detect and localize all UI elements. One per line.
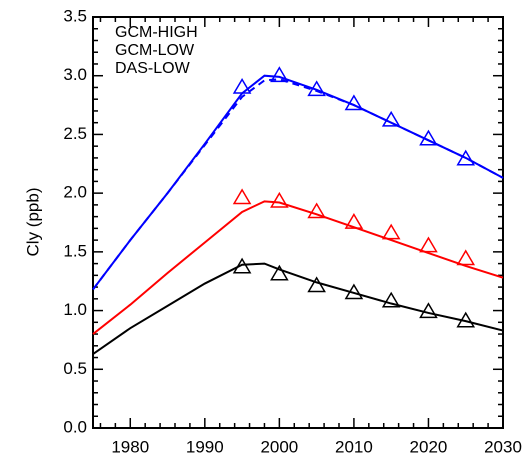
y-axis-label: Cly (ppb) <box>23 188 42 257</box>
y-tick-label: 3.5 <box>63 6 87 25</box>
triangle-marker <box>307 80 326 97</box>
triangle-marker <box>381 291 401 308</box>
x-tick-label: 2030 <box>484 437 522 456</box>
y-tick-label: 0.5 <box>63 359 87 378</box>
y-tick-label: 0.0 <box>63 417 87 436</box>
legend-entry: GCM-HIGH <box>115 24 198 41</box>
triangle-marker <box>270 264 289 281</box>
y-tick-label: 3.0 <box>63 65 87 84</box>
triangle-marker <box>419 236 438 253</box>
triangle-marker <box>419 129 438 146</box>
triangle-marker <box>344 213 364 229</box>
triangle-marker <box>307 202 326 219</box>
triangle-marker <box>344 94 364 111</box>
triangle-marker <box>232 188 252 205</box>
triangle-marker <box>232 257 252 274</box>
triangle-marker <box>232 77 252 94</box>
triangle-marker <box>270 66 289 83</box>
dashed-line <box>92 78 504 291</box>
x-tick-label: 1990 <box>186 437 224 456</box>
triangle-marker <box>456 311 476 328</box>
line <box>92 262 504 355</box>
plot-frame <box>92 16 504 429</box>
x-tick-label: 2010 <box>335 437 373 456</box>
y-tick-label: 1.5 <box>63 241 87 260</box>
x-tick-label: 2000 <box>260 437 298 456</box>
x-tick-label: 1980 <box>111 437 149 456</box>
x-tick-label: 2020 <box>410 437 448 456</box>
triangle-marker <box>307 276 326 293</box>
legend-entry: GCM-LOW <box>115 42 195 59</box>
legend-entry: DAS-LOW <box>115 60 191 77</box>
triangle-marker <box>381 110 401 127</box>
triangle-marker <box>270 191 289 208</box>
triangle-marker <box>456 249 476 266</box>
triangle-marker <box>419 302 438 319</box>
y-tick-label: 2.5 <box>63 124 87 143</box>
y-tick-label: 2.0 <box>63 183 87 202</box>
triangle-marker <box>456 149 476 166</box>
y-tick-label: 1.0 <box>63 300 87 319</box>
triangle-marker <box>381 223 401 240</box>
line <box>92 200 504 335</box>
triangle-marker <box>344 283 364 300</box>
